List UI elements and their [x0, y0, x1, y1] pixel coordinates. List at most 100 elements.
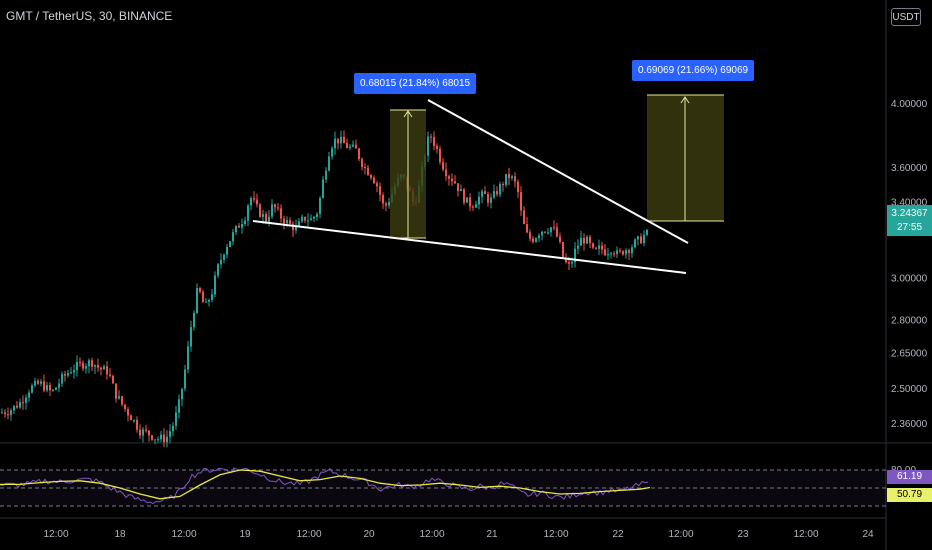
- candle-body: [211, 294, 213, 301]
- candle-body: [232, 232, 234, 242]
- symbol-title[interactable]: GMT / TetherUS, 30, BINANCE: [6, 9, 173, 23]
- candle-body: [91, 360, 93, 367]
- candle-body: [445, 169, 447, 177]
- candle-body: [178, 399, 180, 413]
- candle-body: [481, 191, 483, 197]
- candle-body: [496, 191, 498, 195]
- candle-body: [475, 204, 477, 208]
- candle-body: [100, 367, 102, 370]
- candle-body: [505, 173, 507, 185]
- time-axis-label: 24: [862, 529, 874, 540]
- candle-body: [181, 388, 183, 400]
- candle-body: [61, 374, 63, 384]
- candle-body: [493, 191, 495, 198]
- candle-body: [295, 226, 297, 231]
- candle-body: [577, 245, 579, 249]
- candle-body: [76, 362, 78, 371]
- candle-body: [184, 369, 186, 389]
- rsi-line: [0, 467, 649, 505]
- time-axis-label: 12:00: [793, 529, 818, 540]
- time-axis-label: 12:00: [43, 529, 68, 540]
- candle-body: [55, 387, 57, 390]
- candle-body: [301, 216, 303, 222]
- candle-body: [442, 161, 444, 170]
- candle-body: [520, 192, 522, 211]
- currency-selector[interactable]: USDT: [891, 8, 921, 26]
- candle-body: [121, 396, 123, 405]
- candle-body: [202, 291, 204, 303]
- candle-body: [265, 214, 267, 222]
- time-axis-label: 19: [239, 529, 251, 540]
- candle-body: [82, 362, 84, 369]
- candle-body: [73, 370, 75, 373]
- candle-body: [595, 247, 597, 249]
- candle-body: [427, 136, 429, 156]
- candle-body: [526, 224, 528, 233]
- rsi-value-tag: 61.19: [887, 470, 932, 484]
- time-axis-label: 23: [737, 529, 749, 540]
- candle-body: [457, 183, 459, 192]
- candle-body: [280, 208, 282, 219]
- candle-body: [124, 404, 126, 410]
- candle-body: [247, 205, 249, 221]
- candle-body: [139, 429, 141, 436]
- candle-body: [610, 253, 612, 255]
- candle-body: [532, 238, 534, 242]
- candle-body: [238, 225, 240, 228]
- candle-body: [607, 254, 609, 256]
- candle-body: [40, 381, 42, 384]
- rsi-ma-line: [0, 469, 651, 500]
- candle-body: [157, 439, 159, 441]
- candles-layer: [1, 130, 648, 448]
- candle-body: [529, 232, 531, 239]
- candle-body: [1, 412, 3, 414]
- candle-body: [187, 346, 189, 370]
- candle-body: [448, 176, 450, 179]
- candle-body: [586, 236, 588, 244]
- candle-body: [349, 146, 351, 149]
- candle-body: [460, 189, 462, 192]
- upper-trendline: [427, 99, 689, 244]
- candle-body: [511, 176, 513, 179]
- candle-body: [478, 196, 480, 205]
- candle-body: [355, 144, 357, 149]
- candle-body: [502, 184, 504, 186]
- candle-body: [517, 181, 519, 193]
- candle-body: [262, 214, 264, 217]
- time-axis-label: 12:00: [296, 529, 321, 540]
- candle-body: [223, 254, 225, 260]
- candle-body: [196, 288, 198, 313]
- candle-body: [634, 239, 636, 248]
- candle-body: [49, 385, 51, 391]
- candle-body: [94, 365, 96, 367]
- measure-label-2: 0.69069 (21.66%) 69069: [632, 60, 755, 81]
- candle-body: [454, 181, 456, 184]
- candle-body: [160, 434, 162, 440]
- candle-body: [358, 148, 360, 159]
- candle-body: [373, 177, 375, 184]
- candle-body: [205, 301, 207, 303]
- candle-body: [151, 435, 153, 440]
- candle-body: [148, 430, 150, 436]
- candle-body: [568, 262, 570, 264]
- candle-body: [214, 275, 216, 295]
- time-axis-label: 12:00: [543, 529, 568, 540]
- candle-body: [622, 251, 624, 255]
- candle-body: [286, 220, 288, 224]
- candle-body: [436, 145, 438, 149]
- candle-body: [97, 365, 99, 368]
- candle-body: [472, 206, 474, 208]
- candle-body: [604, 249, 606, 256]
- candle-body: [298, 221, 300, 227]
- candle-body: [565, 257, 567, 263]
- candle-body: [589, 236, 591, 244]
- candle-body: [292, 223, 294, 231]
- candle-body: [289, 220, 291, 224]
- candle-body: [379, 186, 381, 195]
- candle-body: [274, 204, 276, 208]
- candle-body: [307, 220, 309, 222]
- candle-body: [241, 224, 243, 228]
- candle-body: [334, 138, 336, 149]
- candle-body: [10, 410, 12, 415]
